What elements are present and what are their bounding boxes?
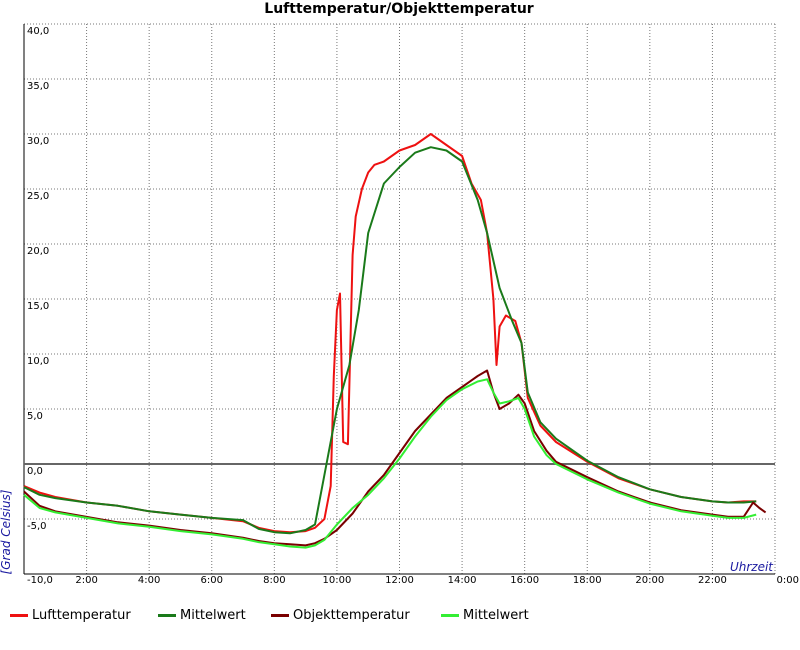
x-tick-label: 0:00 — [777, 575, 799, 586]
x-tick-label: 14:00 — [448, 575, 477, 586]
x-axis-title: Uhrzeit — [730, 560, 774, 574]
x-tick-label: 12:00 — [385, 575, 414, 586]
x-tick-label: 2:00 — [75, 575, 97, 586]
y-tick-label: 20,0 — [27, 246, 49, 257]
y-tick-label: -10,0 — [27, 575, 53, 586]
y-tick-labels: -10,0 -5,0 0,0 5,0 10,0 15,0 20,0 25,0 30,0 35,0 4… — [27, 26, 53, 586]
legend-label-mittelwert-2: Mittelwert — [463, 608, 529, 623]
y-tick-label: 0,0 — [27, 466, 43, 477]
legend-label-mittelwert-1: Mittelwert — [180, 608, 246, 623]
x-tick-labels: 2:00 4:00 6:00 8:00 10:00 12:00 14:00 16:00 18:0… — [75, 575, 799, 586]
y-tick-label: 40,0 — [27, 26, 49, 37]
y-tick-label: 35,0 — [27, 81, 49, 92]
x-tick-label: 18:00 — [573, 575, 602, 586]
y-tick-label: 15,0 — [27, 301, 49, 312]
legend-swatch-lufttemperatur — [10, 614, 28, 617]
legend-item-lufttemperatur: Lufttemperatur — [10, 608, 131, 623]
series-lines — [23, 133, 767, 549]
y-tick-label: 5,0 — [27, 411, 43, 422]
series-line-1 — [23, 146, 757, 535]
legend-label-lufttemperatur: Lufttemperatur — [32, 608, 131, 623]
legend-item-mittelwert-1: Mittelwert — [158, 608, 246, 623]
x-tick-label: 16:00 — [510, 575, 539, 586]
legend-swatch-mittelwert-2 — [441, 614, 459, 617]
x-tick-label: 22:00 — [698, 575, 727, 586]
x-tick-label: 4:00 — [138, 575, 160, 586]
legend-label-objekttemperatur: Objekttemperatur — [293, 608, 410, 623]
y-tick-label: 10,0 — [27, 356, 49, 367]
y-tick-label: 30,0 — [27, 136, 49, 147]
legend-swatch-objekttemperatur — [271, 614, 289, 617]
x-tick-label: 8:00 — [263, 575, 285, 586]
series-line-2 — [23, 369, 767, 547]
chart-title: Lufttemperatur/Objekttemperatur — [264, 1, 534, 17]
x-tick-label: 20:00 — [635, 575, 664, 586]
y-axis-title: [Grad Celsius] — [0, 489, 13, 574]
x-tick-label: 6:00 — [201, 575, 223, 586]
x-tick-label: 10:00 — [323, 575, 352, 586]
legend-item-mittelwert-2: Mittelwert — [441, 608, 529, 623]
y-tick-label: -5,0 — [27, 521, 47, 532]
series-line-3 — [23, 378, 757, 549]
legend: Lufttemperatur Mittelwert Objekttemperat… — [0, 600, 800, 630]
axes — [23, 24, 775, 575]
legend-item-objekttemperatur: Objekttemperatur — [271, 608, 410, 623]
y-tick-label: 25,0 — [27, 191, 49, 202]
chart-svg: Lufttemperatur/Objekttemperatur -10,0 -5,… — [0, 1, 799, 586]
legend-swatch-mittelwert-1 — [158, 614, 176, 617]
